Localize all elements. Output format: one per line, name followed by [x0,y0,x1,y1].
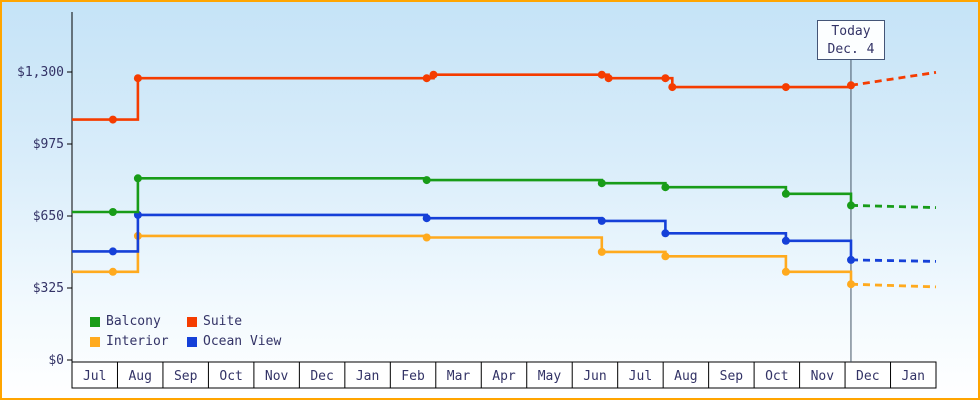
series-marker-ocean-view [661,229,670,238]
series-marker-ocean-view [597,216,606,225]
series-marker-balcony [133,174,142,183]
series-marker-suite [781,83,790,92]
series-line-interior [72,234,853,285]
legend-label: Suite [203,314,243,329]
legend-swatch-suite [187,316,197,327]
legend-swatch-interior [90,336,100,347]
month-cell-label: Jan [902,369,925,384]
series-marker-balcony [597,179,606,188]
month-cell-label: Apr [492,369,516,384]
month-cell-label: Oct [765,369,788,384]
series-marker-suite [429,70,438,79]
y-axis-label: $0 [48,353,64,368]
legend-label: Balcony [106,314,161,329]
legend-item-ocean-view[interactable]: Ocean View [187,334,281,349]
series-marker-ocean-view [422,214,431,223]
month-cell-label: Jul [83,369,106,384]
series-marker-interior [781,267,790,276]
series-line-suite [72,73,853,121]
month-cell-label: May [538,369,562,384]
today-date: Dec. 4 [827,42,875,57]
month-row [71,361,937,389]
series-marker-balcony [847,201,855,210]
series-marker-interior [108,267,117,276]
today-marker-box: Today Dec. 4 [817,20,885,60]
legend-item-balcony[interactable]: Balcony [90,314,187,329]
month-cell-label: Nov [265,369,289,384]
month-cell-label: Jul [629,369,652,384]
legend-label: Interior [106,334,169,349]
month-cell-label: Dec [856,369,879,384]
series-marker-balcony [422,176,431,185]
month-cell-label: Aug [674,369,697,384]
y-axis-label: $325 [33,281,64,296]
legend: Balcony Suite Interior Ocean View [90,314,281,349]
month-cell-label: Feb [401,369,425,384]
series-line-balcony [72,177,853,214]
series-marker-suite [668,83,677,92]
month-cell-label: Dec [310,369,333,384]
series-marker-interior [597,247,606,256]
y-axis-label: $650 [33,209,64,224]
y-axis-label: $975 [33,137,64,152]
series-marker-suite [661,74,670,83]
series-marker-suite [597,70,606,79]
month-cell-label: Oct [219,369,242,384]
series-marker-ocean-view [847,255,855,264]
series-marker-interior [422,233,431,242]
month-cell-label: Jan [356,369,379,384]
legend-swatch-balcony [90,316,100,327]
series-marker-ocean-view [781,236,790,245]
today-label: Today [831,24,871,39]
y-axis-label: $1,300 [17,65,64,80]
legend-swatch-ocean-view [187,336,197,347]
series-marker-balcony [661,183,670,192]
legend-item-interior[interactable]: Interior [90,334,187,349]
month-cell-label: Nov [811,369,835,384]
series-marker-suite [422,74,431,83]
legend-item-suite[interactable]: Suite [187,314,281,329]
series-forecast-interior [850,282,937,289]
month-cell-label: Sep [174,369,198,384]
legend-label: Ocean View [203,334,282,349]
series-marker-interior [847,280,855,289]
series-marker-suite [847,81,855,90]
month-cell-label: Sep [720,369,744,384]
month-cell-label: Jun [583,369,606,384]
month-cell-label: Aug [128,369,151,384]
series-marker-suite [133,74,142,83]
series-marker-balcony [108,208,117,216]
series-marker-interior [661,252,670,261]
series-forecast-balcony [850,204,937,209]
series-marker-balcony [781,189,790,198]
series-marker-suite [604,74,613,83]
series-marker-ocean-view [108,247,117,256]
series-forecast-suite [850,71,937,87]
series-forecast-ocean-view [850,258,937,263]
month-cell-label: Mar [447,369,471,384]
series-marker-suite [108,115,117,124]
